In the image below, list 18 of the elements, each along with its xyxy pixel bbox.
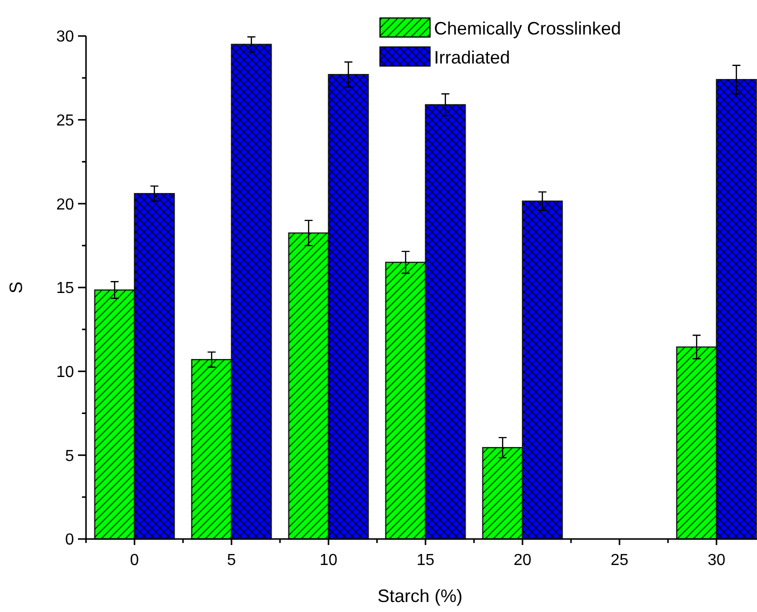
y-tick-label: 30 — [56, 28, 74, 46]
x-tick-label: 15 — [416, 552, 434, 569]
y-tick-label: 15 — [56, 280, 74, 298]
x-axis-title: Starch (%) — [377, 586, 463, 606]
y-tick-label: 20 — [56, 196, 74, 214]
y-tick-label: 0 — [65, 532, 74, 549]
legend-label: Chemically Crosslinked — [434, 18, 622, 38]
x-tick-label: 30 — [708, 552, 726, 569]
x-tick-label: 0 — [130, 552, 140, 569]
x-tick-label: 25 — [610, 552, 628, 569]
y-tick-label: 10 — [56, 364, 74, 381]
x-tick-label: 10 — [320, 552, 338, 569]
y-axis-title: S — [6, 281, 26, 294]
x-tick-label: 5 — [227, 552, 236, 569]
y-tick-label: 5 — [65, 448, 74, 465]
legend-label: Irradiated — [434, 47, 510, 68]
x-tick-label: 20 — [514, 552, 532, 569]
y-tick-label: 25 — [56, 112, 74, 130]
